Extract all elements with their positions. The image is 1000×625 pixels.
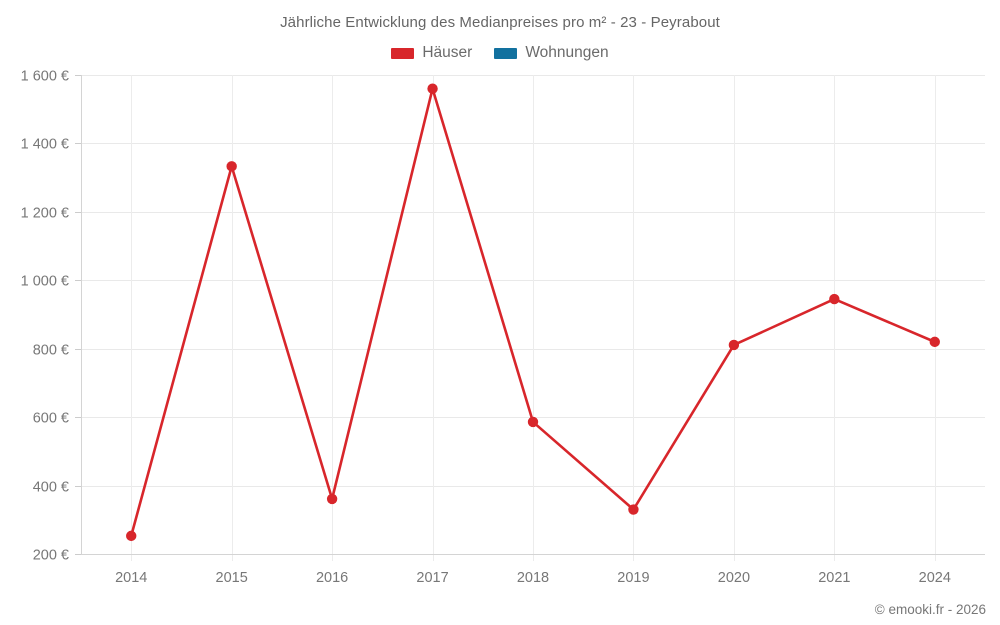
data-series-layer [126,83,940,542]
x-axis-tick-label: 2021 [818,570,850,586]
x-axis-tick-labels: 2014 2015 2016 2017 2018 2019 2020 2021 2024 [115,570,951,586]
copyright-credit: © emooki.fr - 2026 [874,602,986,617]
y-axis-tick-label: 1 000 € [21,274,69,290]
data-point[interactable] [527,416,539,428]
x-axis-tick-label: 2020 [718,570,750,586]
legend-color-swatch-hauser [391,47,415,59]
legend-item-hauser[interactable]: Häuser [391,44,472,62]
x-axis-tick-label: 2016 [316,570,348,586]
data-point[interactable] [628,504,639,515]
y-axis-tick-label: 1 400 € [21,137,69,153]
x-axis-tick-label: 2024 [919,570,951,586]
data-point[interactable] [226,161,237,172]
y-axis-tick-label: 600 € [33,411,69,427]
x-axis-tick-label: 2015 [216,570,248,586]
legend-label-hauser: Häuser [422,44,473,61]
chart-title: Jährliche Entwicklung des Medianpreises … [280,14,720,31]
y-axis-tick-label: 1 600 € [21,69,69,85]
y-axis-tick-label: 800 € [33,343,69,359]
vertical-gridlines [131,75,936,561]
data-point[interactable] [929,336,940,348]
legend-label-wohnungen: Wohnungen [525,44,609,61]
y-axis-tick-label: 1 200 € [21,206,69,222]
y-axis-tick-label: 400 € [33,480,69,496]
axis-lines [75,75,985,555]
legend-color-swatch-wohnungen [494,47,518,59]
data-point[interactable] [326,493,338,505]
x-axis-tick-label: 2014 [115,570,147,586]
data-point[interactable] [829,293,840,305]
data-point[interactable] [728,339,740,351]
data-point[interactable] [126,530,137,542]
data-point[interactable] [427,83,438,94]
chart-legend: Häuser Wohnungen [0,44,1000,62]
x-axis-tick-label: 2017 [416,570,448,586]
legend-item-wohnungen[interactable]: Wohnungen [494,44,609,62]
x-axis-tick-label: 2019 [617,570,649,586]
x-axis-tick-label: 2018 [517,570,549,586]
y-axis-tick-label: 200 € [33,548,69,564]
y-axis-tick-labels: 200 € 400 € 600 € 800 € 1 000 € 1 200 € 1 400 … [21,69,69,564]
